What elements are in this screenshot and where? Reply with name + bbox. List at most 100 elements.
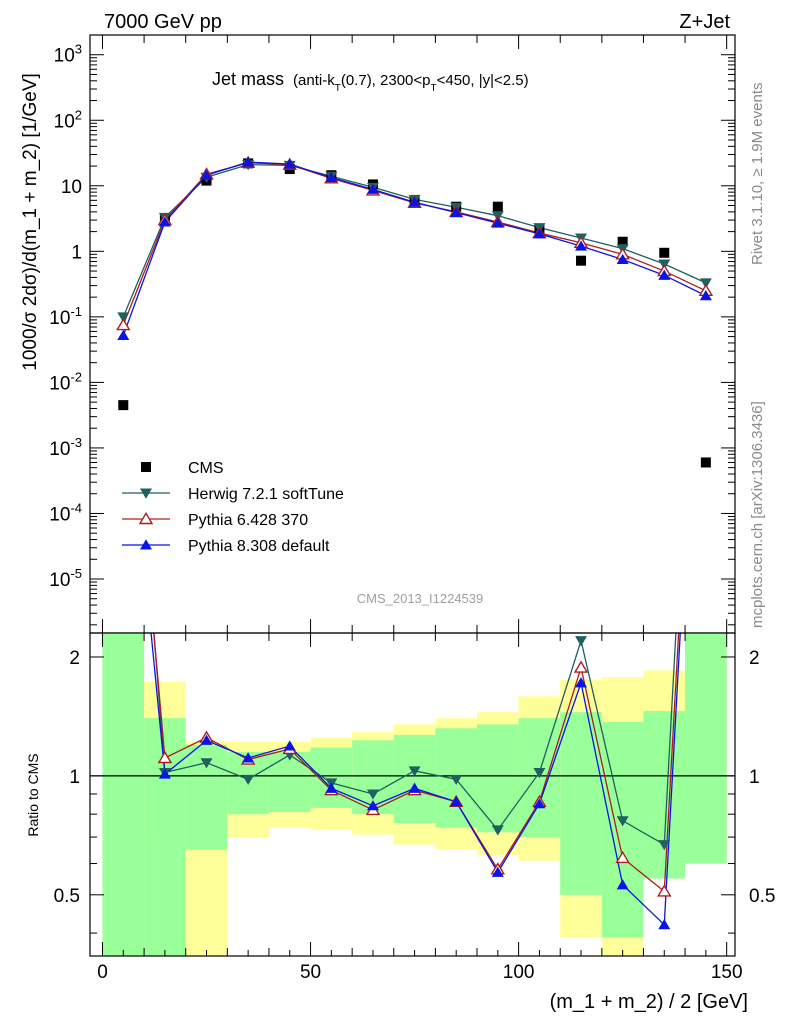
ratio-point-herwig-7-2-1-softtune: [450, 774, 463, 786]
y-tick-label: 1: [71, 242, 82, 263]
ratio-point-pythia-8-308-default: [366, 800, 379, 811]
y-tick-label: 10-2: [49, 369, 82, 394]
y-axis-label-ratio: Ratio to CMS: [25, 753, 41, 836]
ratio-point-herwig-7-2-1-softtune: [491, 825, 504, 836]
legend-label: Pythia 8.308 default: [188, 538, 330, 555]
ratio-point-herwig-7-2-1-softtune: [117, 241, 129, 251]
mcplots-label: mcplots.cern.ch [arXiv:1306.3436]: [749, 401, 766, 628]
ratio-point-pythia-6-428-370: [117, 284, 129, 294]
point-pythia-8-308-default: [450, 206, 463, 218]
ratio-point-herwig-7-2-1-softtune: [616, 816, 629, 827]
ratio-point-pythia-6-428-370: [657, 884, 672, 897]
legend-label: CMS: [188, 460, 224, 477]
point-herwig-7-2-1-softtune: [117, 312, 130, 323]
y-tick-label: 10: [61, 177, 82, 198]
ratio-point-pythia-8-308-default: [491, 866, 504, 877]
point-cms: [576, 255, 587, 266]
ratio-y-tick-label-right: 1: [749, 767, 760, 788]
header-right: Z+Jet: [679, 11, 730, 33]
point-cms: [700, 457, 711, 468]
ratio-point-herwig-7-2-1-softtune: [242, 774, 255, 786]
point-pythia-8-308-default: [117, 329, 130, 340]
main-panel: 10-5 10-4 10-3 10-2 10-1 1 10 102 103: [49, 34, 736, 634]
point-pythia-6-428-370: [116, 317, 131, 331]
green-band-bin: [310, 747, 353, 808]
ratio-point-pythia-6-428-370: [700, 137, 712, 147]
y-tick-label: 103: [54, 42, 82, 67]
ratio-y-tick-label: 1: [69, 767, 80, 788]
green-band-bin: [102, 633, 145, 956]
x-tick-label: 100: [503, 962, 535, 983]
point-pythia-8-308-default: [283, 158, 296, 169]
rivet-version-label: Rivet 3.1.10, ≥ 1.9M events: [749, 83, 766, 266]
point-cms: [492, 201, 503, 212]
point-pythia-8-308-default: [158, 216, 171, 227]
point-cms: [118, 400, 129, 411]
legend-label: Herwig 7.2.1 softTune: [188, 486, 344, 503]
ratio-series: [117, 84, 712, 930]
ratio-point-pythia-8-308-default: [575, 677, 588, 688]
legend-marker: [140, 488, 152, 499]
ratio-y-tick-label: 2: [69, 648, 80, 669]
x-tick-label: 150: [711, 962, 743, 983]
point-pythia-8-308-default: [491, 217, 504, 228]
ratio-point-pythia-8-308-default: [408, 782, 421, 793]
ratio-frame: [89, 632, 736, 957]
ratio-y-tick-label-right: 0.5: [749, 886, 775, 907]
legend-entry: Herwig 7.2.1 softTune: [122, 486, 344, 503]
x-axis-label: (m_1 + m_2) / 2 [GeV]: [550, 991, 748, 1013]
ratio-point-pythia-8-308-default: [283, 740, 296, 751]
legend-entry: CMS: [141, 460, 224, 477]
ratio-point-herwig-7-2-1-softtune: [658, 840, 671, 851]
green-band-bin: [685, 633, 727, 864]
point-herwig-7-2-1-softtune: [699, 278, 712, 289]
analysis-watermark: CMS_2013_I1224539: [357, 591, 484, 606]
legend-entry: Pythia 6.428 370: [122, 511, 308, 529]
plot-title: Jet mass (anti-kT(0.7), 2300<pT<450, |y|…: [212, 69, 529, 94]
x-tick-label: 0: [97, 962, 108, 983]
ratio-point-pythia-8-308-default: [700, 160, 712, 170]
ratio-y-tick-label-right: 2: [749, 648, 760, 669]
green-band-bin: [643, 710, 686, 879]
main-series: [116, 155, 714, 468]
header-left: 7000 GeV pp: [104, 11, 222, 33]
ratio-point-pythia-8-308-default: [533, 798, 546, 809]
point-pythia-8-308-default: [533, 228, 546, 239]
point-pythia-8-308-default: [616, 253, 629, 265]
ratio-point-pythia-6-428-370: [573, 660, 589, 673]
y-tick-label: 10-5: [49, 566, 82, 591]
point-pythia-8-308-default: [242, 156, 255, 167]
line-pythia-8-308-default: [122, 161, 707, 336]
point-pythia-8-308-default: [366, 183, 379, 194]
ratio-point-pythia-8-308-default: [658, 919, 671, 930]
ratio-panel: 0.5 0.5 1 1 2 2 0 50 100 150: [54, 84, 775, 983]
point-cms: [659, 247, 670, 258]
ratio-point-pythia-8-308-default: [242, 752, 255, 763]
point-pythia-8-308-default: [699, 290, 712, 301]
uncertainty-bands: [102, 633, 727, 956]
main-frame: [89, 34, 736, 634]
ratio-point-herwig-7-2-1-softtune: [575, 636, 588, 647]
plot-title-main: Jet mass: [212, 69, 284, 89]
point-pythia-8-308-default: [575, 240, 588, 251]
ratio-point-herwig-7-2-1-softtune: [700, 84, 712, 94]
axis-ticks: 10-5 10-4 10-3 10-2 10-1 1 10 102 103: [49, 34, 735, 626]
ratio-point-pythia-8-308-default: [158, 768, 171, 779]
legend: CMS Herwig 7.2.1 softTune Pythia 6.428 370…: [122, 460, 344, 555]
green-band-bin: [477, 724, 519, 833]
point-pythia-8-308-default: [658, 269, 671, 280]
ratio-point-pythia-6-428-370: [157, 750, 173, 764]
y-tick-label: 10-3: [49, 435, 82, 460]
legend-marker: [141, 462, 151, 472]
point-pythia-8-308-default: [325, 171, 338, 183]
y-tick-label: 10-4: [49, 500, 82, 525]
green-band-bin: [560, 712, 602, 895]
green-band-bin: [601, 721, 644, 938]
y-tick-label: 10-1: [49, 304, 82, 329]
ratio-point-herwig-7-2-1-softtune: [366, 789, 379, 800]
point-pythia-8-308-default: [408, 196, 421, 207]
ratio-point-herwig-7-2-1-softtune: [408, 766, 421, 777]
legend-label: Pythia 6.428 370: [188, 512, 308, 529]
ratio-point-pythia-8-308-default: [450, 796, 463, 807]
